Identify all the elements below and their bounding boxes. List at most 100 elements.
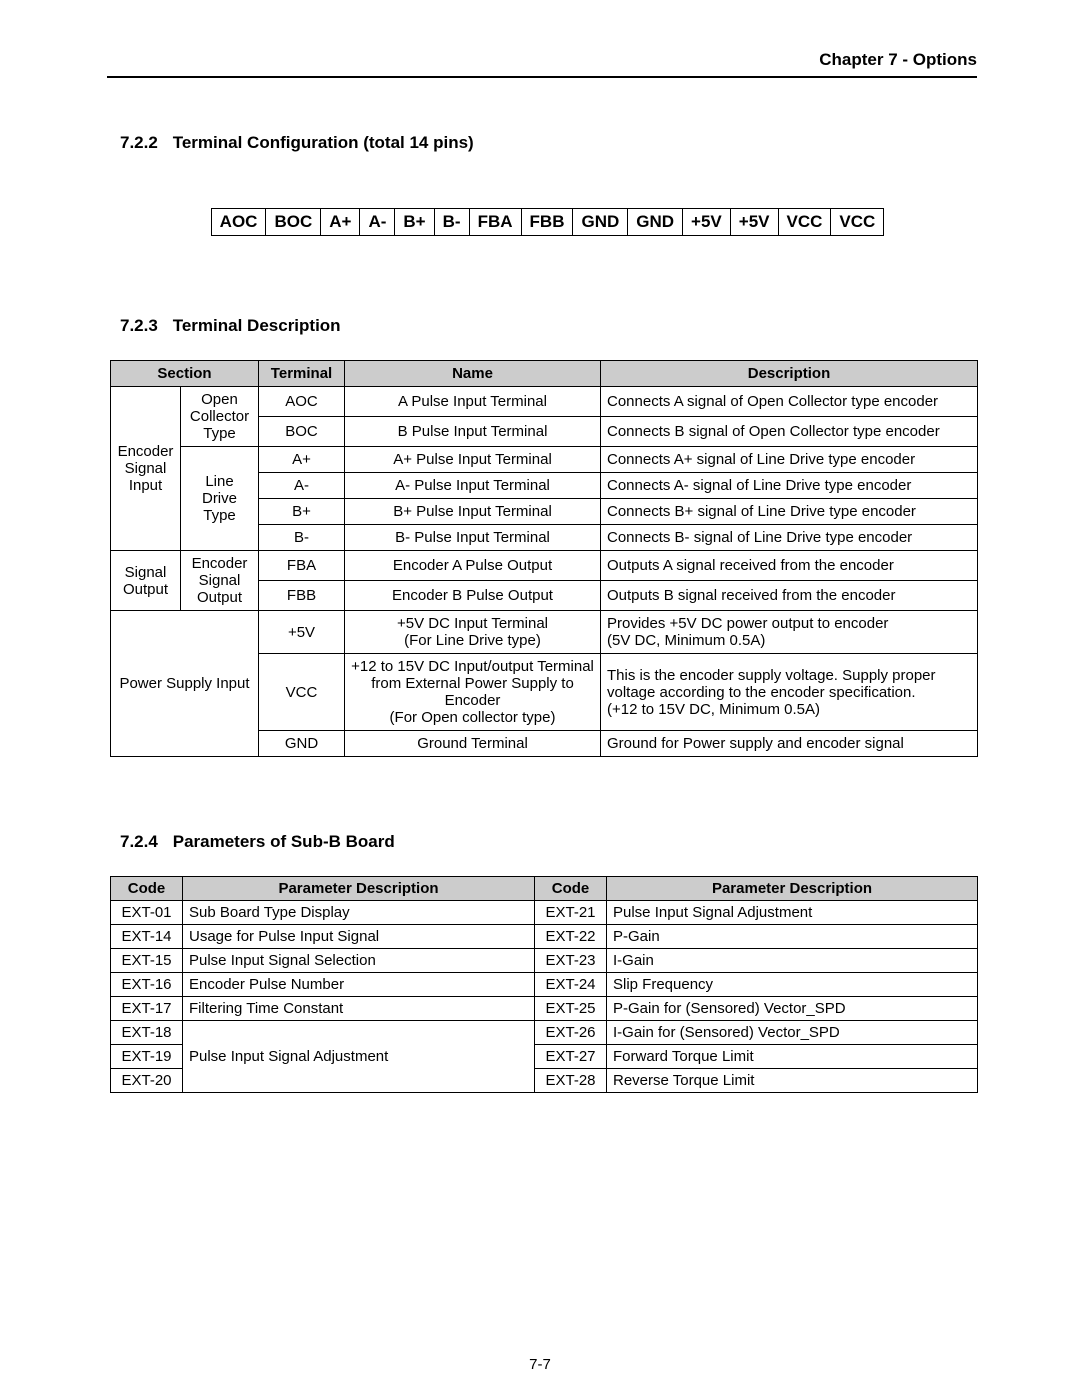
table-cell: EXT-19 <box>111 1045 183 1069</box>
table-cell: EXT-15 <box>111 949 183 973</box>
table-cell: Pulse Input Signal Selection <box>183 949 535 973</box>
table-cell: +5V <box>259 611 345 654</box>
table-cell: Slip Frequency <box>607 973 978 997</box>
page-number-text: 7-7 <box>529 1356 551 1373</box>
col-name: Name <box>345 361 601 387</box>
table-cell: Pulse Input Signal Adjustment <box>607 901 978 925</box>
table-cell: GND <box>259 731 345 757</box>
table-cell: Connects A- signal of Line Drive type en… <box>601 473 978 499</box>
table-cell: EXT-23 <box>535 949 607 973</box>
table-cell: Outputs B signal received from the encod… <box>601 581 978 611</box>
chapter-title: Chapter 7 - Options <box>819 50 977 69</box>
section-723-heading: 7.2.3 Terminal Description <box>120 316 985 336</box>
table-cell: Encoder Signal Output <box>181 551 259 611</box>
section-724-heading: 7.2.4 Parameters of Sub-B Board <box>120 832 985 852</box>
pin-cell: +5V <box>683 209 731 236</box>
table-cell: A- Pulse Input Terminal <box>345 473 601 499</box>
page: Chapter 7 - Options 7.2.2 Terminal Confi… <box>0 0 1080 1397</box>
table-cell: Pulse Input Signal Adjustment <box>183 1021 535 1093</box>
table-cell: EXT-01 <box>111 901 183 925</box>
table-cell: Outputs A signal received from the encod… <box>601 551 978 581</box>
table-cell: EXT-18 <box>111 1021 183 1045</box>
col-paramdesc-2: Parameter Description <box>607 877 978 901</box>
pin-cell: A+ <box>321 209 360 236</box>
table-header-row: Section Terminal Name Description <box>111 361 978 387</box>
parameter-table: Code Parameter Description Code Paramete… <box>110 876 978 1093</box>
table-cell: Encoder A Pulse Output <box>345 551 601 581</box>
pin-cell: FBA <box>469 209 521 236</box>
pin-cell: FBB <box>521 209 573 236</box>
table-cell: EXT-26 <box>535 1021 607 1045</box>
table-cell: P-Gain <box>607 925 978 949</box>
table-cell: VCC <box>259 654 345 731</box>
section-724-num: 7.2.4 <box>120 832 168 852</box>
table-row: EXT-14Usage for Pulse Input SignalEXT-22… <box>111 925 978 949</box>
col-code-2: Code <box>535 877 607 901</box>
table-row: EXT-18Pulse Input Signal AdjustmentEXT-2… <box>111 1021 978 1045</box>
section-722-heading: 7.2.2 Terminal Configuration (total 14 p… <box>120 133 985 153</box>
pin-cell: BOC <box>266 209 321 236</box>
table-cell: EXT-27 <box>535 1045 607 1069</box>
section-722-title: Terminal Configuration (total 14 pins) <box>173 133 474 152</box>
table-cell: Open Collector Type <box>181 387 259 447</box>
chapter-header: Chapter 7 - Options <box>107 50 977 78</box>
table-header-row: Code Parameter Description Code Paramete… <box>111 877 978 901</box>
pin-cell: B- <box>434 209 469 236</box>
table-cell: Ground Terminal <box>345 731 601 757</box>
table-cell: FBA <box>259 551 345 581</box>
table-cell: Encoder B Pulse Output <box>345 581 601 611</box>
section-724-title: Parameters of Sub-B Board <box>173 832 395 851</box>
table-cell: A+ <box>259 447 345 473</box>
table-row: EXT-01Sub Board Type DisplayEXT-21Pulse … <box>111 901 978 925</box>
pin-cell: +5V <box>730 209 778 236</box>
table-cell: BOC <box>259 417 345 447</box>
table-row: Line Drive TypeA+A+ Pulse Input Terminal… <box>111 447 978 473</box>
page-number: 7-7 <box>0 1356 1080 1373</box>
table-cell: FBB <box>259 581 345 611</box>
table-cell: B+ Pulse Input Terminal <box>345 499 601 525</box>
table-cell: EXT-22 <box>535 925 607 949</box>
table-cell: EXT-24 <box>535 973 607 997</box>
table-cell: Connects A signal of Open Collector type… <box>601 387 978 417</box>
pin-cell: VCC <box>831 209 884 236</box>
table-cell: AOC <box>259 387 345 417</box>
col-terminal: Terminal <box>259 361 345 387</box>
col-description: Description <box>601 361 978 387</box>
col-section: Section <box>111 361 259 387</box>
table-cell: Sub Board Type Display <box>183 901 535 925</box>
table-cell: B- <box>259 525 345 551</box>
pin-cell: VCC <box>778 209 831 236</box>
table-cell: EXT-14 <box>111 925 183 949</box>
table-cell: B Pulse Input Terminal <box>345 417 601 447</box>
table-cell: EXT-16 <box>111 973 183 997</box>
table-row: Encoder Signal InputOpen Collector TypeA… <box>111 387 978 417</box>
table-row: Signal OutputEncoder Signal OutputFBAEnc… <box>111 551 978 581</box>
table-cell: I-Gain for (Sensored) Vector_SPD <box>607 1021 978 1045</box>
table-cell: +5V DC Input Terminal(For Line Drive typ… <box>345 611 601 654</box>
table-cell: +12 to 15V DC Input/output Terminal from… <box>345 654 601 731</box>
table-cell: Signal Output <box>111 551 181 611</box>
terminal-description-table: Section Terminal Name Description Encode… <box>110 360 978 757</box>
pin-row: AOCBOCA+A-B+B-FBAFBBGNDGND+5V+5VVCCVCC <box>110 208 985 236</box>
table-cell: Forward Torque Limit <box>607 1045 978 1069</box>
pin-cell: GND <box>628 209 683 236</box>
section-723-num: 7.2.3 <box>120 316 168 336</box>
table-cell: A+ Pulse Input Terminal <box>345 447 601 473</box>
table-cell: Connects B signal of Open Collector type… <box>601 417 978 447</box>
section-723-title: Terminal Description <box>173 316 341 335</box>
table-row: EXT-16Encoder Pulse NumberEXT-24Slip Fre… <box>111 973 978 997</box>
col-code-1: Code <box>111 877 183 901</box>
pin-table: AOCBOCA+A-B+B-FBAFBBGNDGND+5V+5VVCCVCC <box>211 208 885 236</box>
table-cell: Filtering Time Constant <box>183 997 535 1021</box>
table-cell: EXT-21 <box>535 901 607 925</box>
table-cell: P-Gain for (Sensored) Vector_SPD <box>607 997 978 1021</box>
table-row: EXT-15Pulse Input Signal SelectionEXT-23… <box>111 949 978 973</box>
table-cell: EXT-25 <box>535 997 607 1021</box>
table-cell: Provides +5V DC power output to encoder(… <box>601 611 978 654</box>
table-cell: EXT-20 <box>111 1069 183 1093</box>
pin-cell: B+ <box>395 209 434 236</box>
table-cell: Encoder Pulse Number <box>183 973 535 997</box>
table-cell: Ground for Power supply and encoder sign… <box>601 731 978 757</box>
col-paramdesc-1: Parameter Description <box>183 877 535 901</box>
table-row: Power Supply Input+5V+5V DC Input Termin… <box>111 611 978 654</box>
